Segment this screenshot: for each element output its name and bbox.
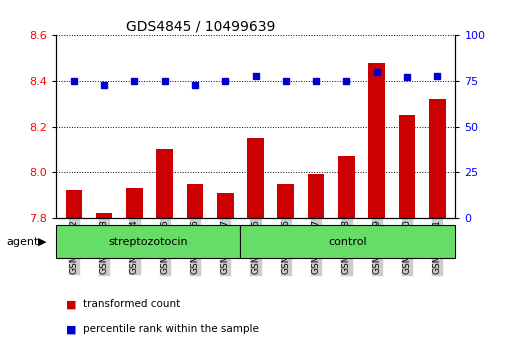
Bar [368,63,384,218]
Text: ■: ■ [66,324,76,334]
Bar [307,175,324,218]
Bar [217,193,233,218]
Text: agent: agent [6,236,38,247]
Bar [277,183,293,218]
Bar [240,225,454,258]
Bar [65,190,82,218]
Text: control: control [328,236,366,247]
Bar [337,156,354,218]
Bar [247,138,263,218]
Bar [398,115,415,218]
Bar [126,188,142,218]
Bar [156,149,173,218]
Text: ▶: ▶ [38,236,46,247]
Text: GDS4845 / 10499639: GDS4845 / 10499639 [126,19,275,34]
Text: ■: ■ [66,299,76,309]
Bar [428,99,445,218]
Text: percentile rank within the sample: percentile rank within the sample [83,324,259,334]
Bar [186,183,203,218]
Bar [95,213,112,218]
Text: streptozotocin: streptozotocin [108,236,187,247]
Text: transformed count: transformed count [83,299,180,309]
Bar [56,225,240,258]
